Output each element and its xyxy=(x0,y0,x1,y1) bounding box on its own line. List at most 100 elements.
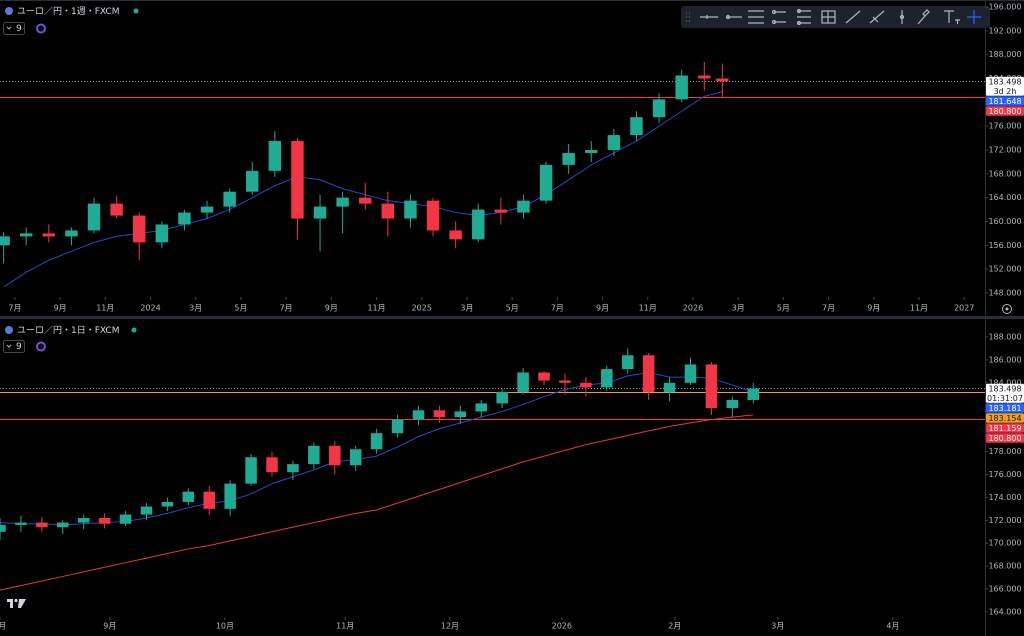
candle xyxy=(119,511,132,527)
tool-crosshair[interactable] xyxy=(967,10,981,24)
symbol-title[interactable]: ユーロ／円・1日・FXCM xyxy=(17,325,119,336)
logo-part xyxy=(7,599,13,608)
candle xyxy=(98,513,111,529)
market-status xyxy=(131,327,137,333)
pane-header: ユーロ／円・1週・FXCM 9 xyxy=(3,6,139,35)
candle xyxy=(630,111,643,142)
candle xyxy=(494,197,508,225)
tool-trend-line[interactable] xyxy=(845,10,861,24)
price-tag-countdown: 3d 2h xyxy=(994,87,1017,96)
candle-body xyxy=(621,355,634,370)
x-tick-label: 11月 xyxy=(96,304,114,313)
candle xyxy=(246,161,259,195)
symbol-icon[interactable] xyxy=(5,7,13,15)
candle-body xyxy=(426,200,440,231)
candle xyxy=(652,93,666,124)
tool-range[interactable] xyxy=(771,9,787,25)
x-tick-label: 2月 xyxy=(668,622,681,631)
candle-body xyxy=(601,369,613,388)
tool-horizontal-ray[interactable] xyxy=(700,15,718,19)
y-tick-label: 172.000 xyxy=(988,145,1021,154)
symbol-title[interactable]: ユーロ／円・1週・FXCM xyxy=(17,6,119,17)
indicator-icon[interactable] xyxy=(36,23,46,34)
candle xyxy=(287,460,299,481)
x-tick-label: 12月 xyxy=(441,622,459,631)
candle-body xyxy=(412,410,425,420)
tool-fib[interactable] xyxy=(796,8,811,26)
candle-body xyxy=(223,191,236,207)
candle-body xyxy=(36,522,48,528)
candle-body xyxy=(15,522,27,525)
candle-body xyxy=(747,388,760,400)
tool-brush[interactable] xyxy=(917,9,930,25)
drag-handle[interactable] xyxy=(686,12,690,22)
candle-body xyxy=(359,197,372,204)
drawing-toolbar xyxy=(681,6,990,28)
price-tag-label: 180.800 xyxy=(988,107,1021,116)
candle-body xyxy=(663,382,676,392)
price-tag xyxy=(986,403,1024,413)
candle-body xyxy=(642,355,655,392)
candle-body xyxy=(42,233,56,237)
candle-body xyxy=(349,449,362,466)
candle-body xyxy=(224,483,236,509)
axis-settings[interactable] xyxy=(1002,304,1012,314)
candle-body xyxy=(580,382,592,388)
candle-body xyxy=(178,212,191,225)
pane-divider[interactable] xyxy=(0,316,1024,319)
candle-body xyxy=(336,197,349,207)
candle-body xyxy=(182,491,195,502)
candle xyxy=(0,232,10,264)
tool-grid[interactable] xyxy=(821,10,836,24)
y-tick-label: 166.000 xyxy=(988,585,1021,594)
price-tag xyxy=(986,433,1024,443)
y-tick-label: 176.000 xyxy=(988,470,1021,479)
tool-vertical-line[interactable] xyxy=(899,10,905,24)
price-tag-label: 183.498 xyxy=(988,77,1021,86)
x-tick-label: 2027 xyxy=(954,304,974,313)
indicator-toggle[interactable] xyxy=(3,22,25,35)
logo[interactable] xyxy=(7,598,26,608)
candle-body xyxy=(87,203,101,231)
candle xyxy=(223,188,236,213)
x-tick-label: 2026 xyxy=(552,622,572,631)
candle-body xyxy=(329,445,341,466)
candle-body xyxy=(98,518,111,524)
price-tag-countdown: 01:31:07 xyxy=(987,394,1023,403)
candle xyxy=(684,357,697,386)
candle xyxy=(698,61,711,91)
chevron xyxy=(6,26,12,30)
candle xyxy=(449,221,462,249)
candle-body xyxy=(496,391,508,404)
x-tick-label: 7月 xyxy=(551,304,564,313)
candle xyxy=(182,488,195,506)
y-tick-label: 172.000 xyxy=(988,516,1021,525)
indicator-icon[interactable] xyxy=(36,341,46,352)
y-tick-label: 168.000 xyxy=(988,562,1021,571)
indicator-toggle[interactable] xyxy=(3,340,25,353)
tool-ray[interactable] xyxy=(869,10,885,24)
tool-text[interactable] xyxy=(944,10,960,24)
candle-body xyxy=(119,514,132,524)
tool-parallel-channel[interactable] xyxy=(748,10,764,24)
candle-body xyxy=(494,209,508,213)
price-tag xyxy=(986,413,1024,423)
candle xyxy=(391,414,404,438)
y-tick-label: 160.000 xyxy=(988,217,1021,226)
symbol-icon[interactable] xyxy=(5,326,13,334)
logo-part xyxy=(14,598,18,603)
tool-horizontal-line[interactable] xyxy=(725,14,742,20)
candle xyxy=(580,377,592,397)
candle xyxy=(329,441,341,475)
y-tick-label: 148.000 xyxy=(988,289,1021,298)
candle-body xyxy=(246,170,259,192)
price-tag-label: 181.159 xyxy=(988,424,1021,433)
logo-part xyxy=(18,599,26,608)
price-tag-label: 183.181 xyxy=(988,404,1021,413)
x-tick-label: 5月 xyxy=(777,304,790,313)
x-tick-label: 10月 xyxy=(216,622,234,631)
x-tick-label: 5月 xyxy=(234,304,247,313)
x-tick-label: 3月 xyxy=(189,304,202,313)
candle-body xyxy=(291,141,304,219)
